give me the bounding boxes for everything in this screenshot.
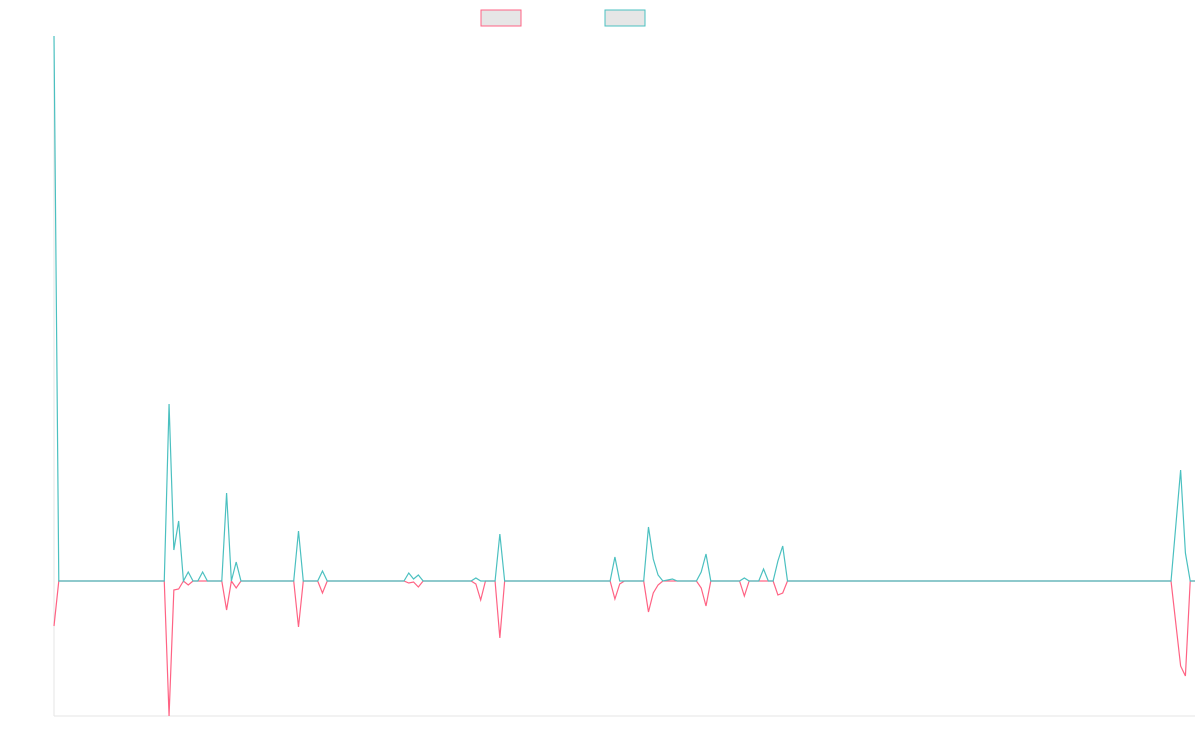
legend-swatch <box>480 9 522 27</box>
legend-swatch <box>604 9 646 27</box>
line <box>53 35 1195 584</box>
line <box>53 579 1195 717</box>
